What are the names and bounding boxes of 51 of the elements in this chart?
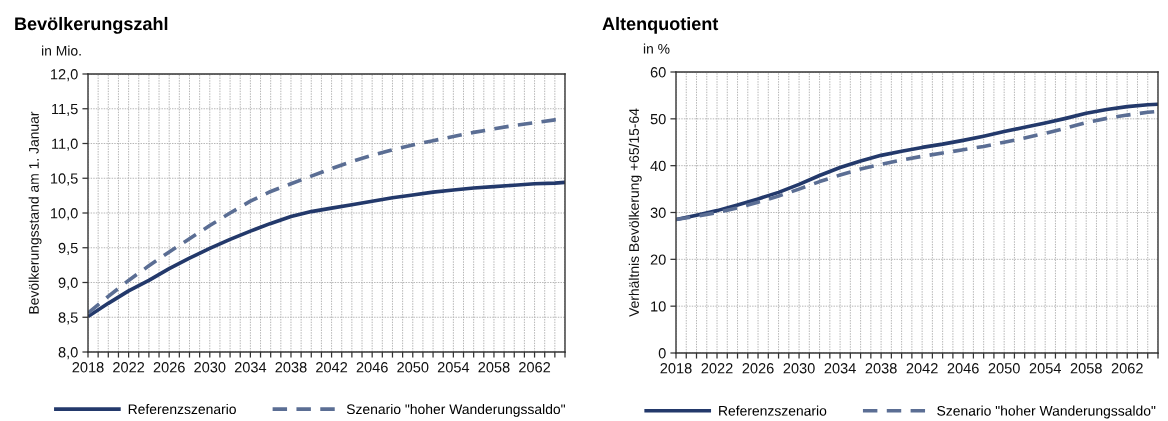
text: in Mio. (42, 45, 81, 56)
x-tick-label: 2050 (988, 363, 1020, 374)
x-tick-label: 2038 (275, 362, 307, 373)
x-tick-label: 2058 (1070, 363, 1102, 374)
x-tick-label: 2050 (397, 362, 429, 373)
legend-label: Referenzszenario (719, 405, 827, 416)
y-tick-label: 11,0 (52, 138, 78, 151)
x-tick-label: 2058 (478, 362, 510, 373)
y-tick-label: 8,0 (58, 347, 78, 360)
x-tick-label: 2026 (153, 362, 185, 373)
y-tick-label: 0 (658, 348, 666, 359)
y-tick-label: 10,5 (51, 173, 78, 186)
y-tick-label: 10,0 (51, 208, 78, 221)
x-tick-label: 2034 (234, 362, 267, 373)
x-tick-label: 2030 (783, 363, 815, 374)
x-tick-label: 2046 (356, 362, 388, 373)
y-tick-label: 20 (650, 254, 666, 265)
y-tick-label: 9,5 (58, 242, 78, 255)
chart-title: Bevölkerungszahl (15, 16, 168, 34)
x-tick-label: 2034 (824, 363, 856, 374)
legend-label: Szenario "hoher Wanderungssaldo" (346, 403, 565, 417)
x-tick-label: 2054 (437, 362, 470, 373)
x-tick-label: 2018 (72, 362, 104, 373)
y-tick-label: 30 (650, 207, 666, 218)
x-tick-label: 2030 (194, 362, 226, 373)
x-tick-label: 2038 (865, 363, 897, 374)
text: in % (643, 43, 670, 54)
x-tick-label: 2062 (519, 362, 551, 373)
x-tick-label: 2022 (113, 362, 145, 373)
legend-label: Szenario "hoher Wanderungssaldo" (937, 405, 1156, 419)
y-tick-label: 10 (651, 301, 666, 312)
y-axis-title: Bevölkerungsstand am 1. Januar (28, 111, 42, 314)
x-tick-label: 2022 (701, 363, 733, 374)
x-tick-label: 2018 (660, 363, 692, 374)
y-axis-title: Verhältnis Bevölkerung +65/15-64 (628, 108, 642, 317)
x-tick-label: 2042 (316, 362, 348, 373)
y-tick-label: 8,5 (58, 312, 78, 325)
x-tick-label: 2026 (742, 363, 774, 374)
y-tick-label: 11,5 (52, 104, 78, 116)
y-tick-label: 12,0 (51, 69, 78, 82)
chart-title: Altenquotient (602, 16, 719, 34)
x-tick-label: 2042 (906, 363, 938, 374)
y-tick-label: 50 (650, 113, 666, 125)
x-tick-label: 2054 (1029, 363, 1061, 374)
x-tick-label: 2062 (1111, 363, 1143, 374)
y-tick-label: 9,0 (58, 277, 78, 290)
y-tick-label: 40 (650, 160, 666, 172)
y-tick-label: 60 (650, 67, 666, 78)
x-tick-label: 2046 (947, 363, 979, 374)
legend-label: Referenzszenario (128, 403, 236, 415)
line-series (88, 180, 565, 319)
